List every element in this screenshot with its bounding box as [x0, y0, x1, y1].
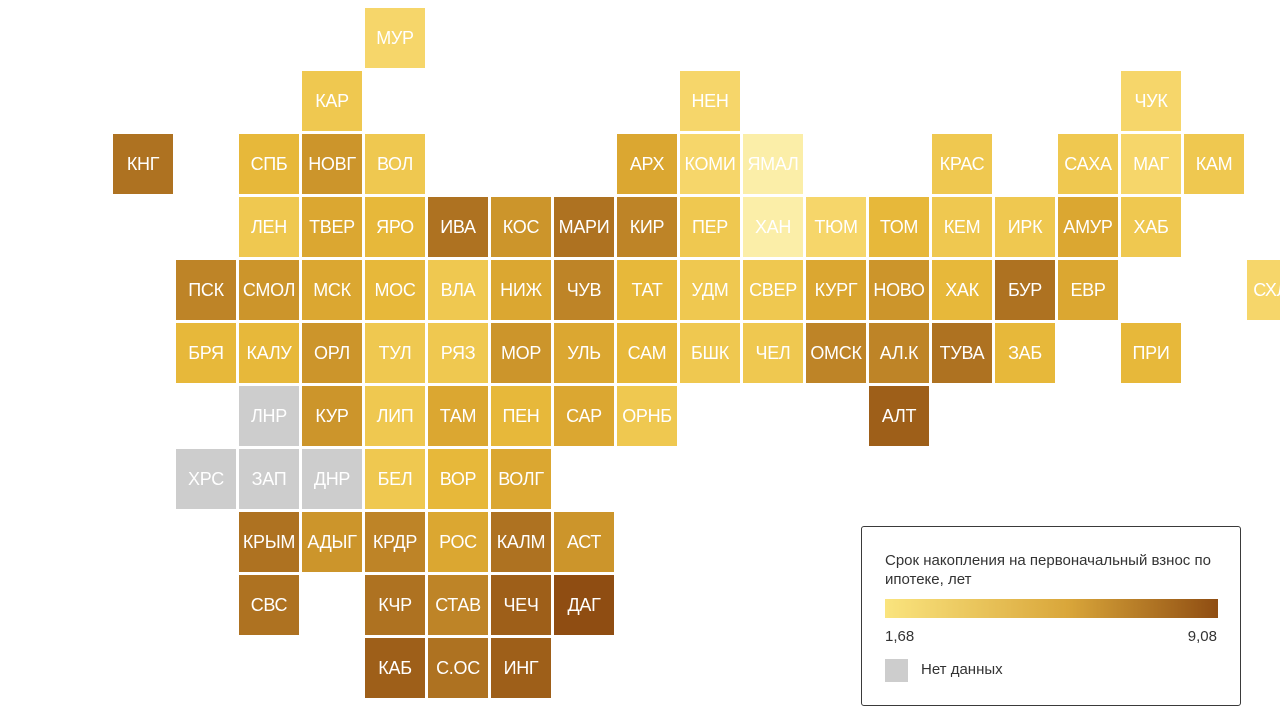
- region-tile[interactable]: СТАВ: [428, 575, 488, 635]
- region-tile[interactable]: ОМСК: [806, 323, 866, 383]
- region-tile[interactable]: ПРИ: [1121, 323, 1181, 383]
- region-tile[interactable]: ТАТ: [617, 260, 677, 320]
- region-tile[interactable]: АРХ: [617, 134, 677, 194]
- legend-title: Срок накопления на первоначальный взнос …: [885, 552, 1211, 588]
- region-tile[interactable]: ОРНБ: [617, 386, 677, 446]
- region-tile[interactable]: СВЕР: [743, 260, 803, 320]
- region-tile[interactable]: УЛЬ: [554, 323, 614, 383]
- region-tile[interactable]: АМУР: [1058, 197, 1118, 257]
- region-tile[interactable]: АЛТ: [869, 386, 929, 446]
- region-tile[interactable]: ТУЛ: [365, 323, 425, 383]
- region-tile[interactable]: ЧЕЧ: [491, 575, 551, 635]
- region-tile[interactable]: НОВГ: [302, 134, 362, 194]
- region-tile[interactable]: КУР: [302, 386, 362, 446]
- region-tile[interactable]: ПЕН: [491, 386, 551, 446]
- region-tile[interactable]: ЛЕН: [239, 197, 299, 257]
- region-tile[interactable]: УДМ: [680, 260, 740, 320]
- region-tile[interactable]: БРЯ: [176, 323, 236, 383]
- region-tile[interactable]: КУРГ: [806, 260, 866, 320]
- region-tile[interactable]: ХРС: [176, 449, 236, 509]
- region-tile[interactable]: ЯМАЛ: [743, 134, 803, 194]
- region-tile[interactable]: С.ОС: [428, 638, 488, 698]
- region-tile[interactable]: ТОМ: [869, 197, 929, 257]
- region-tile[interactable]: НИЖ: [491, 260, 551, 320]
- region-tile[interactable]: РОС: [428, 512, 488, 572]
- region-tile[interactable]: КОМИ: [680, 134, 740, 194]
- region-tile[interactable]: ОРЛ: [302, 323, 362, 383]
- region-tile[interactable]: ТУВА: [932, 323, 992, 383]
- region-tile[interactable]: ИНГ: [491, 638, 551, 698]
- region-tile[interactable]: ПЕР: [680, 197, 740, 257]
- region-tile[interactable]: ЛНР: [239, 386, 299, 446]
- region-tile[interactable]: КАМ: [1184, 134, 1244, 194]
- region-tile[interactable]: МАРИ: [554, 197, 614, 257]
- region-tile[interactable]: АДЫГ: [302, 512, 362, 572]
- region-tile[interactable]: КНГ: [113, 134, 173, 194]
- region-tile[interactable]: СВС: [239, 575, 299, 635]
- region-tile[interactable]: ИВА: [428, 197, 488, 257]
- region-tile[interactable]: ДАГ: [554, 575, 614, 635]
- region-tile[interactable]: МУР: [365, 8, 425, 68]
- region-tile[interactable]: ТВЕР: [302, 197, 362, 257]
- region-tile[interactable]: КРАС: [932, 134, 992, 194]
- region-tile[interactable]: ТЮМ: [806, 197, 866, 257]
- region-tile[interactable]: АЛ.К: [869, 323, 929, 383]
- region-tile[interactable]: КЧР: [365, 575, 425, 635]
- region-tile[interactable]: МСК: [302, 260, 362, 320]
- region-tile[interactable]: АСТ: [554, 512, 614, 572]
- region-tile[interactable]: БУР: [995, 260, 1055, 320]
- region-tile[interactable]: НОВО: [869, 260, 929, 320]
- region-tile[interactable]: ДНР: [302, 449, 362, 509]
- region-tile[interactable]: ВОЛ: [365, 134, 425, 194]
- region-tile[interactable]: ЗАП: [239, 449, 299, 509]
- region-tile[interactable]: МОР: [491, 323, 551, 383]
- region-tile[interactable]: КИР: [617, 197, 677, 257]
- region-tile[interactable]: ЧУК: [1121, 71, 1181, 131]
- region-tile[interactable]: СХЛН: [1247, 260, 1280, 320]
- legend-gradient-bar: [885, 599, 1218, 618]
- region-tile[interactable]: ХАБ: [1121, 197, 1181, 257]
- region-tile[interactable]: ВОЛГ: [491, 449, 551, 509]
- region-tile[interactable]: ВЛА: [428, 260, 488, 320]
- legend-panel: Срок накопления на первоначальный взнос …: [861, 526, 1241, 706]
- legend-min-label: 1,68: [885, 628, 915, 645]
- region-tile[interactable]: ЗАБ: [995, 323, 1055, 383]
- region-tile[interactable]: КЕМ: [932, 197, 992, 257]
- region-tile[interactable]: ЯРО: [365, 197, 425, 257]
- region-tile[interactable]: КОС: [491, 197, 551, 257]
- region-tile[interactable]: ЧЕЛ: [743, 323, 803, 383]
- region-tile[interactable]: СПБ: [239, 134, 299, 194]
- region-tile[interactable]: ЧУВ: [554, 260, 614, 320]
- region-tile[interactable]: ТАМ: [428, 386, 488, 446]
- region-tile[interactable]: КАР: [302, 71, 362, 131]
- no-data-label: Нет данных: [921, 661, 1003, 678]
- region-tile[interactable]: СМОЛ: [239, 260, 299, 320]
- region-tile[interactable]: САМ: [617, 323, 677, 383]
- region-tile[interactable]: КАБ: [365, 638, 425, 698]
- region-tile[interactable]: ЕВР: [1058, 260, 1118, 320]
- region-tile[interactable]: БЕЛ: [365, 449, 425, 509]
- region-tile[interactable]: ВОР: [428, 449, 488, 509]
- region-tile[interactable]: ИРК: [995, 197, 1055, 257]
- region-tile[interactable]: ПСК: [176, 260, 236, 320]
- no-data-swatch: [885, 659, 908, 682]
- region-tile[interactable]: МОС: [365, 260, 425, 320]
- region-tile[interactable]: КРЫМ: [239, 512, 299, 572]
- region-tile[interactable]: НЕН: [680, 71, 740, 131]
- region-tile[interactable]: БШК: [680, 323, 740, 383]
- legend-max-label: 9,08: [1187, 628, 1217, 645]
- region-tile[interactable]: ЛИП: [365, 386, 425, 446]
- region-tile[interactable]: КАЛУ: [239, 323, 299, 383]
- region-tile[interactable]: РЯЗ: [428, 323, 488, 383]
- region-tile[interactable]: САХА: [1058, 134, 1118, 194]
- region-tile[interactable]: КРДР: [365, 512, 425, 572]
- region-tile[interactable]: МАГ: [1121, 134, 1181, 194]
- region-tile[interactable]: ХАН: [743, 197, 803, 257]
- region-tile[interactable]: КАЛМ: [491, 512, 551, 572]
- region-tile[interactable]: ХАК: [932, 260, 992, 320]
- region-tile[interactable]: САР: [554, 386, 614, 446]
